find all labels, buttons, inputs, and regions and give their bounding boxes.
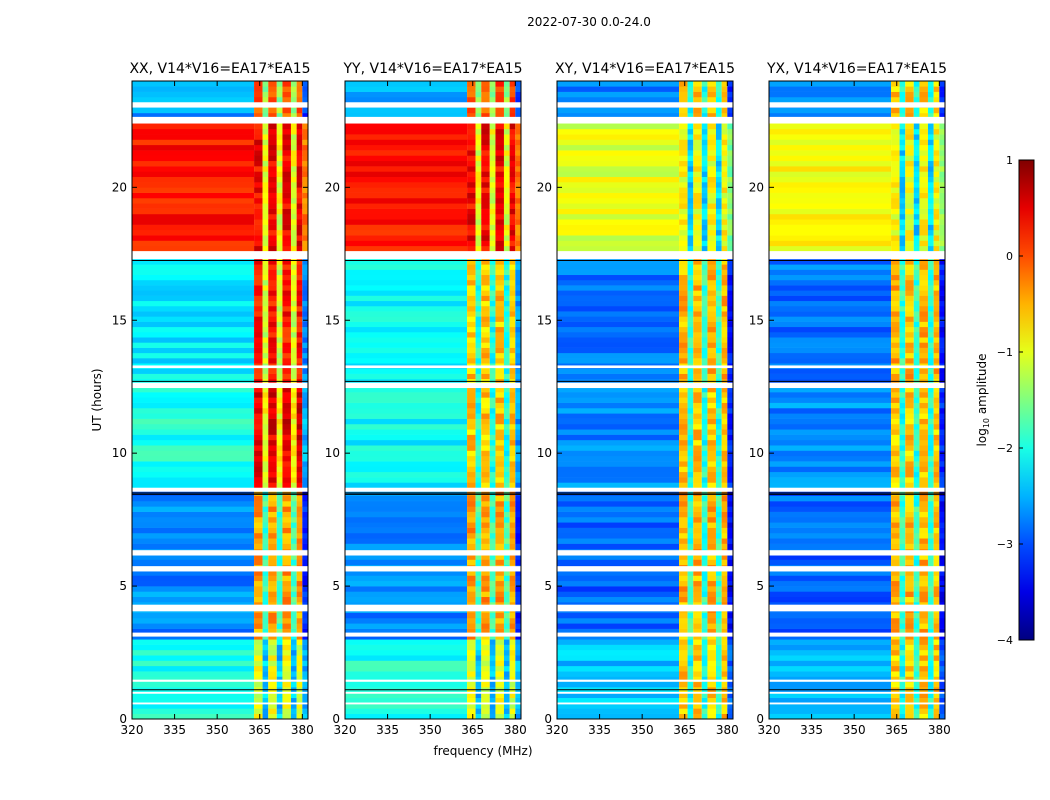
y-tick-label: 10 [112,446,127,460]
panel-xy: XY, V14*V16=EA17*EA15 320 335 350 365 380 0 5 10… [537,61,739,737]
panel-yy: YY, V14*V16=EA17*EA15 320 335 350 365 380 0 5 10… [325,61,527,737]
y-tick-label: 5 [332,579,340,593]
colorbar-tick-label: −1 [997,346,1013,359]
x-tick-label: 335 [376,723,399,737]
colorbar-gradient [1018,159,1035,641]
x-axis-label: frequency (MHz) [433,744,532,758]
x-tick-label: 320 [334,723,357,737]
x-tick-label: 350 [843,723,866,737]
y-tick-label: 0 [332,712,340,726]
y-tick-label: 0 [119,712,127,726]
x-tick-label: 365 [248,723,271,737]
x-tick-label: 365 [461,723,484,737]
y-tick-label: 10 [749,446,764,460]
x-tick-label: 335 [163,723,186,737]
colorbar-tick-label: −3 [997,538,1013,551]
colorbar-tick-label: 1 [1006,154,1013,167]
plot-frame [344,80,522,720]
y-tick-label: 0 [544,712,552,726]
panel-title: XX, V14*V16=EA17*EA15 [129,61,310,77]
heatmap-image [769,81,945,719]
figure-title: 2022-07-30 0.0-24.0 [527,15,651,29]
y-tick-label: 0 [756,712,764,726]
colorbar: 1 0 −1 −2 −3 −4 log10 amplitude [975,154,1035,647]
y-tick-label: 10 [325,446,340,460]
x-tick-label: 380 [291,723,314,737]
colorbar-label: log10 amplitude [975,354,991,447]
heatmap-image [132,81,308,719]
y-tick-label: 20 [112,180,127,194]
x-tick-label: 365 [885,723,908,737]
x-tick-label: 350 [206,723,229,737]
y-tick-label: 10 [537,446,552,460]
y-tick-label: 20 [749,180,764,194]
x-tick-label: 380 [928,723,951,737]
x-tick-label: 320 [758,723,781,737]
y-tick-label: 5 [544,579,552,593]
panel-title: XY, V14*V16=EA17*EA15 [555,61,735,77]
x-tick-label: 320 [121,723,144,737]
panel-title: YY, V14*V16=EA17*EA15 [343,61,523,77]
x-tick-label: 350 [631,723,654,737]
y-tick-label: 5 [119,579,127,593]
y-tick-label: 20 [325,180,340,194]
y-axis-label: UT (hours) [90,368,104,431]
plot-frame [131,80,309,720]
colorbar-tick-label: −2 [997,442,1013,455]
panel-yx: YX, V14*V16=EA17*EA15 320 335 350 365 380 0 5 10… [749,61,951,737]
x-tick-label: 320 [546,723,569,737]
y-tick-label: 20 [537,180,552,194]
x-tick-label: 380 [716,723,739,737]
plot-frame [768,80,946,720]
x-tick-label: 335 [588,723,611,737]
panel-title: YX, V14*V16=EA17*EA15 [766,61,947,77]
plot-frame [556,80,734,720]
y-tick-label: 5 [756,579,764,593]
colorbar-tick-label: 0 [1006,250,1013,263]
y-tick-label: 15 [537,313,552,327]
y-tick-label: 15 [749,313,764,327]
x-tick-label: 350 [419,723,442,737]
panel-xx: XX, V14*V16=EA17*EA15 320 335 350 365 380 0 5 10… [112,61,314,737]
panels-group: XX, V14*V16=EA17*EA15 320 335 350 365 380 0 5 10… [112,61,951,737]
heatmap-image [557,81,733,719]
y-tick-label: 15 [112,313,127,327]
x-tick-label: 335 [800,723,823,737]
y-tick-label: 15 [325,313,340,327]
heatmap-image [345,81,521,719]
colorbar-tick-label: −4 [997,634,1013,647]
x-tick-label: 365 [673,723,696,737]
x-tick-label: 380 [504,723,527,737]
